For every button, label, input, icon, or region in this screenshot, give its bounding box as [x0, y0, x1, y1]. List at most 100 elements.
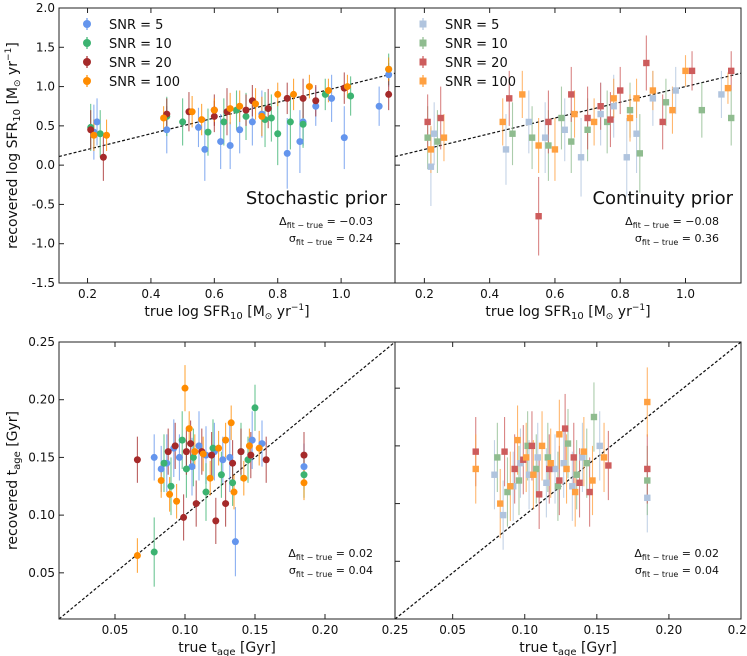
- legend-marker-circle: [83, 58, 91, 66]
- data-point-square: [584, 114, 591, 122]
- x-tick-label: 0.25: [728, 623, 747, 637]
- data-point-square: [603, 118, 611, 126]
- data-point-circle: [178, 436, 186, 444]
- data-point-circle: [133, 552, 141, 560]
- data-point-square: [573, 471, 580, 478]
- data-point-square: [533, 465, 540, 473]
- data-point-square: [535, 213, 542, 220]
- data-point-square: [626, 114, 634, 122]
- data-point-circle: [222, 500, 230, 508]
- y-axis-label-subscript: 10: [12, 109, 23, 122]
- data-point-circle: [255, 444, 263, 452]
- superscript: −1: [632, 303, 645, 313]
- data-point-square: [424, 118, 431, 126]
- data-point-circle: [87, 126, 95, 134]
- delta-symbol: Δ: [279, 215, 287, 228]
- data-point-circle: [283, 94, 291, 102]
- data-point-square: [724, 84, 732, 92]
- data-point-circle: [210, 106, 218, 114]
- panel-top-right: 0.2 0.4 0.6 0.8 1.0 true log SFR10 [M⊙ yr−1] S…: [394, 7, 742, 322]
- data-point-circle: [264, 105, 272, 113]
- data-point-square: [605, 462, 612, 469]
- data-point-circle: [267, 114, 275, 122]
- data-point-square: [688, 67, 696, 75]
- data-point-square: [597, 110, 604, 118]
- data-point-circle: [195, 442, 203, 450]
- x-tick-label: 0.05: [102, 623, 129, 637]
- x-axis-label: true log SFR10 [M⊙ yr−1]: [144, 303, 309, 322]
- data-point-square: [572, 488, 579, 496]
- data-point-circle: [163, 126, 171, 134]
- data-point-square: [577, 154, 585, 161]
- stat-delta-value: = −0.08: [669, 215, 719, 228]
- panel-bottom-left: 0.05 0.10 0.15 0.20 0.25 0.05 0.10 0.15 0.20 0.25…: [5, 335, 408, 656]
- y-tick-label: 0.20: [28, 393, 55, 407]
- one-to-one-line: [395, 72, 741, 158]
- data-point-square: [551, 465, 559, 473]
- data-point-circle: [226, 453, 234, 461]
- x-axis-label: true tage [Gyr]: [519, 640, 617, 656]
- data-point-circle: [189, 453, 197, 461]
- legend-marker-square: [419, 58, 427, 66]
- x-tick-label: 0.15: [242, 623, 269, 637]
- legend-marker-square: [419, 77, 427, 85]
- y-tick-label: 0.10: [28, 508, 55, 522]
- data-point-square: [509, 130, 516, 137]
- one-to-one-line: [395, 342, 741, 619]
- data-point-square: [440, 134, 448, 141]
- data-point-circle: [194, 123, 202, 131]
- data-point-circle: [247, 451, 255, 459]
- data-point-square: [596, 442, 603, 450]
- data-point-circle: [226, 105, 234, 113]
- data-point-square: [579, 454, 586, 461]
- panel-title: Stochastic prior: [246, 188, 388, 209]
- data-point-circle: [312, 97, 320, 105]
- x-axis-label-unit2: yr: [613, 304, 632, 320]
- data-point-circle: [157, 477, 165, 484]
- data-point-square: [659, 118, 666, 126]
- data-point-circle: [240, 474, 248, 482]
- x-tick-label: 1.0: [676, 287, 695, 301]
- data-point-circle: [182, 448, 190, 456]
- data-marks: [395, 35, 741, 256]
- data-point-circle: [215, 444, 223, 452]
- data-point-circle: [227, 419, 235, 427]
- data-point-circle: [230, 488, 238, 496]
- data-point-circle: [212, 517, 220, 525]
- data-point-square: [556, 431, 563, 438]
- data-point-circle: [375, 102, 383, 110]
- stat-subscript: fit − true: [296, 570, 332, 579]
- data-point-square: [633, 130, 640, 137]
- data-marks: [59, 53, 395, 189]
- data-point-square: [502, 146, 510, 153]
- data-point-square: [497, 500, 504, 507]
- data-point-square: [576, 479, 583, 487]
- data-point-circle: [171, 442, 179, 450]
- data-point-square: [504, 488, 511, 496]
- data-point-square: [506, 95, 513, 102]
- x-tick-label: 0.2: [415, 287, 434, 301]
- panel-bottom-right: 0.05 0.10 0.15 0.20 0.25 true tage [Gyr] Δfit …: [394, 341, 747, 656]
- data-point-square: [649, 95, 657, 102]
- data-point-circle: [93, 118, 101, 126]
- legend-label: SNR = 10: [445, 37, 508, 52]
- data-point-circle: [166, 490, 174, 498]
- data-point-circle: [274, 130, 282, 138]
- y-axis-label-main: recovered log SFR: [5, 121, 21, 248]
- x-axis-label-main: true log SFR: [144, 304, 230, 320]
- y-axis-label-unit: [M: [5, 87, 21, 109]
- data-marks: [59, 342, 395, 619]
- stat-delta-value: = 0.02: [678, 547, 719, 560]
- data-point-square: [644, 494, 651, 502]
- data-point-square: [517, 459, 524, 467]
- data-point-square: [570, 454, 577, 461]
- data-point-square: [561, 126, 568, 133]
- data-point-square: [643, 59, 650, 67]
- data-point-circle: [96, 130, 104, 138]
- data-point-square: [610, 95, 617, 102]
- panel-top-left: 0.2 0.4 0.6 0.8 1.0 -1.5 -1.0 -0.5 0.0 0.5 1.0 1.5 2…: [4, 1, 396, 322]
- data-point-square: [528, 134, 536, 141]
- data-point-square: [669, 106, 676, 114]
- data-point-circle: [242, 106, 250, 114]
